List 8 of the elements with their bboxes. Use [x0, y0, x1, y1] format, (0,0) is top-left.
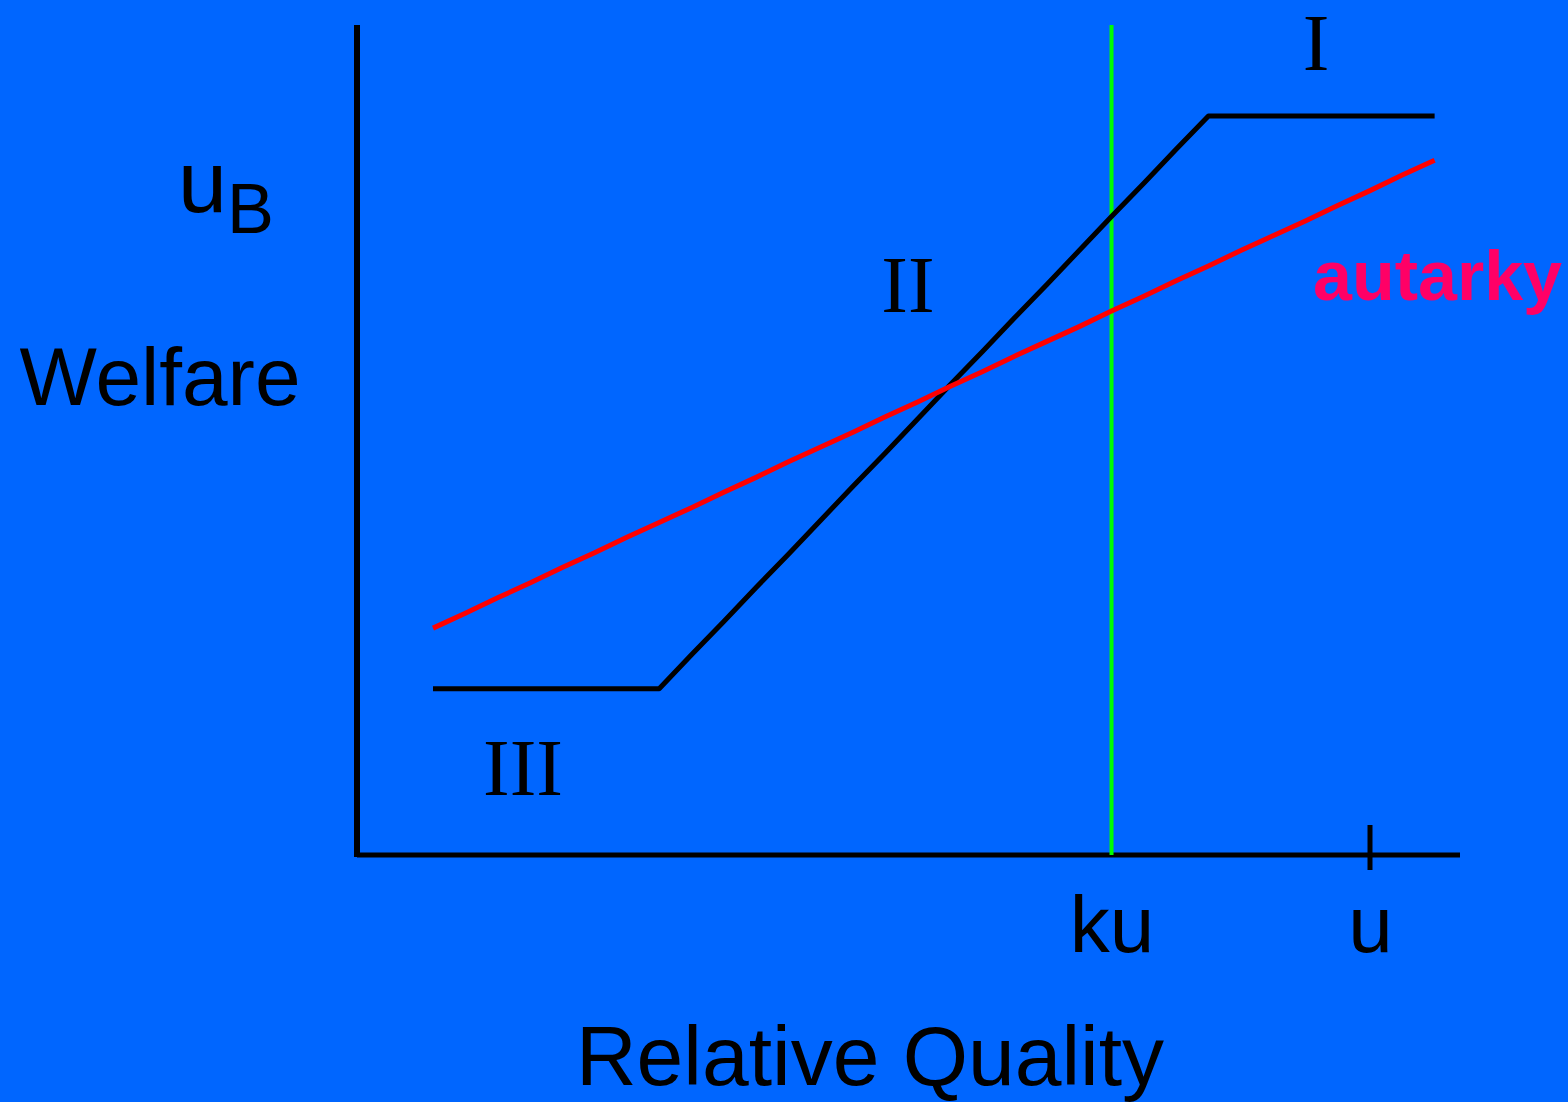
- series-label: autarky: [1312, 237, 1563, 316]
- y-axis-title: Welfare: [19, 331, 301, 422]
- x-tick-label: u: [1348, 879, 1393, 969]
- annotation: III: [483, 724, 563, 812]
- text: u$_{B}$: [178, 132, 274, 249]
- text: I: [1302, 0, 1330, 87]
- x-tick-label: ku: [1069, 879, 1155, 969]
- annotation: II: [881, 241, 935, 329]
